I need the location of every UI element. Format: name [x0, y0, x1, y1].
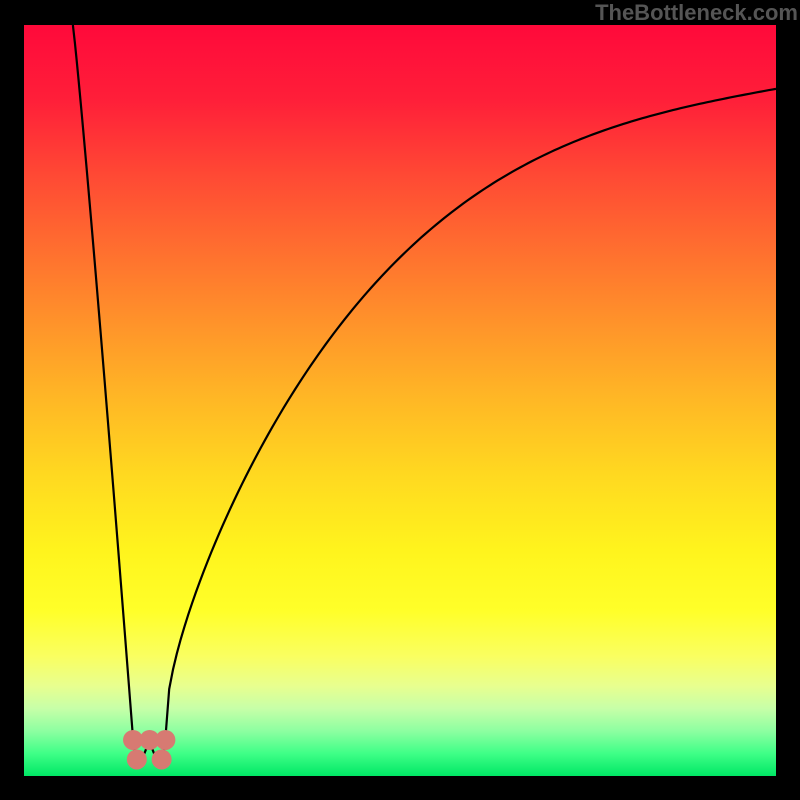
curve-left-branch — [73, 25, 133, 738]
valley-marker — [155, 730, 175, 750]
watermark-text: TheBottleneck.com — [595, 0, 798, 25]
valley-marker — [127, 749, 147, 769]
chart-container: TheBottleneck.com — [0, 0, 800, 800]
curve-right-branch — [165, 89, 776, 739]
curve-layer — [24, 25, 776, 776]
plot-area — [24, 25, 776, 776]
valley-marker — [152, 749, 172, 769]
